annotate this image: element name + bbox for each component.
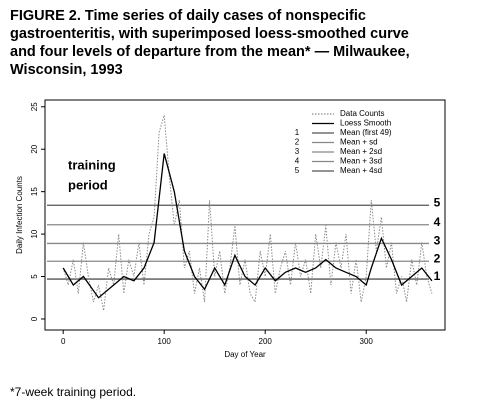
legend-label: Loess Smooth — [340, 119, 391, 128]
y-tick-label: 25 — [30, 102, 39, 111]
legend-label: Mean + 4sd — [340, 166, 382, 175]
y-tick-label: 0 — [30, 316, 39, 321]
plot-frame — [44, 99, 446, 331]
threshold-label: 5 — [434, 195, 441, 209]
legend-number: 1 — [295, 128, 300, 137]
legend-label: Mean + 3sd — [340, 157, 382, 166]
y-tick-label: 20 — [30, 144, 39, 153]
annotation: period — [68, 177, 108, 192]
legend-number: 2 — [295, 138, 300, 147]
legend-label: Data Counts — [340, 109, 384, 118]
legend-label: Mean (first 49) — [340, 128, 392, 137]
x-axis-label: Day of Year — [224, 350, 266, 359]
chart-title: FIGURE 2. Time series of daily cases of … — [10, 8, 366, 24]
legend-number: 3 — [295, 147, 300, 156]
threshold-label: 3 — [434, 234, 441, 248]
x-tick-label: 100 — [158, 337, 172, 346]
chart-title: gastroenteritis, with superimposed loess… — [10, 26, 409, 42]
y-tick-label: 10 — [30, 229, 39, 238]
legend-number: 5 — [295, 166, 300, 175]
chart-title: Wisconsin, 1993 — [10, 62, 123, 78]
threshold-label: 2 — [434, 251, 441, 265]
legend-label: Mean + 2sd — [340, 147, 382, 156]
x-tick-label: 200 — [259, 337, 273, 346]
threshold-label: 4 — [434, 215, 441, 229]
x-tick-label: 300 — [360, 337, 374, 346]
y-axis-label: Daily Infection Counts — [15, 176, 24, 254]
y-tick-label: 15 — [30, 187, 39, 196]
y-tick-label: 5 — [30, 274, 39, 279]
x-tick-label: 0 — [61, 337, 66, 346]
threshold-label: 1 — [434, 269, 441, 283]
legend-label: Mean + sd — [340, 138, 378, 147]
chart-title: and four levels of departure from the me… — [10, 44, 410, 60]
footnote: *7-week training period. — [10, 385, 136, 399]
legend-number: 4 — [295, 157, 300, 166]
series-line — [62, 153, 433, 299]
annotation: training — [68, 157, 116, 172]
